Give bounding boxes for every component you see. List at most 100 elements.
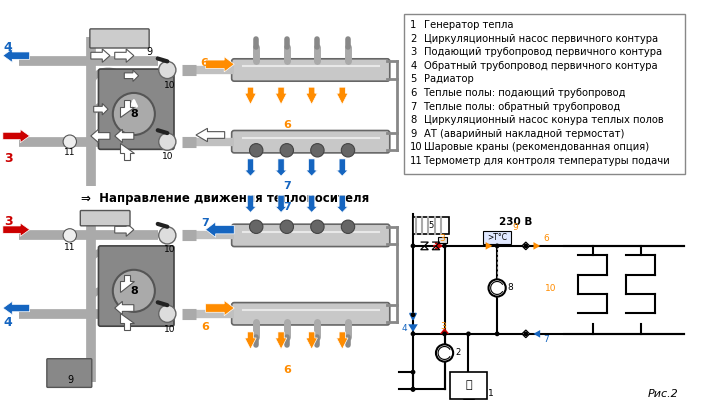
FancyBboxPatch shape [90, 29, 149, 48]
Circle shape [495, 331, 500, 336]
Circle shape [489, 279, 505, 297]
Text: 2: 2 [455, 348, 460, 357]
Polygon shape [91, 49, 110, 62]
Circle shape [113, 270, 155, 312]
Polygon shape [120, 274, 134, 292]
Circle shape [63, 135, 76, 148]
Circle shape [280, 144, 294, 157]
Text: 4: 4 [4, 40, 12, 54]
Polygon shape [408, 324, 418, 332]
Text: 7: 7 [283, 181, 291, 191]
Polygon shape [336, 195, 348, 212]
Text: 8: 8 [410, 115, 416, 125]
Text: 3: 3 [410, 47, 416, 57]
Polygon shape [440, 328, 449, 334]
Polygon shape [275, 87, 287, 104]
Circle shape [250, 144, 263, 157]
Circle shape [495, 243, 500, 248]
Text: 🔥: 🔥 [465, 380, 472, 391]
Text: 3: 3 [4, 215, 12, 227]
Circle shape [410, 387, 415, 392]
Text: 6: 6 [201, 322, 209, 332]
FancyBboxPatch shape [232, 130, 390, 153]
Text: 5: 5 [428, 221, 433, 230]
Polygon shape [522, 242, 530, 250]
Text: 6: 6 [543, 234, 549, 243]
Text: Теплые полы: подающий трубопровод: Теплые полы: подающий трубопровод [423, 88, 626, 98]
Text: 4: 4 [402, 324, 407, 333]
Polygon shape [245, 195, 256, 212]
FancyBboxPatch shape [232, 59, 390, 81]
FancyBboxPatch shape [47, 359, 91, 387]
Circle shape [158, 133, 176, 150]
Polygon shape [245, 332, 256, 349]
Polygon shape [94, 103, 108, 115]
Text: 6: 6 [410, 88, 416, 98]
Polygon shape [114, 129, 134, 143]
FancyBboxPatch shape [81, 211, 130, 226]
FancyBboxPatch shape [405, 13, 685, 174]
Text: Термометр для контроля температуры подачи: Термометр для контроля температуры подач… [423, 156, 670, 166]
Polygon shape [3, 129, 30, 143]
Text: 6: 6 [283, 365, 291, 375]
Circle shape [158, 227, 176, 244]
Polygon shape [306, 195, 318, 212]
Circle shape [158, 61, 176, 79]
Text: 10: 10 [163, 245, 175, 254]
Text: 4: 4 [4, 316, 12, 329]
Polygon shape [120, 143, 134, 160]
Circle shape [436, 344, 453, 362]
Text: 8: 8 [130, 286, 138, 296]
Circle shape [410, 243, 415, 248]
Circle shape [311, 220, 324, 234]
FancyBboxPatch shape [483, 231, 511, 243]
FancyBboxPatch shape [438, 237, 447, 243]
Circle shape [466, 331, 471, 336]
Text: АТ (аварийный накладной термостат): АТ (аварийный накладной термостат) [423, 129, 624, 139]
Polygon shape [245, 159, 256, 176]
Text: 230 В: 230 В [499, 217, 532, 227]
Circle shape [410, 331, 415, 336]
Polygon shape [275, 332, 287, 349]
Text: 3: 3 [441, 322, 446, 331]
Text: 8: 8 [130, 109, 138, 119]
Polygon shape [522, 330, 530, 338]
Circle shape [442, 331, 447, 336]
FancyBboxPatch shape [413, 217, 449, 234]
FancyBboxPatch shape [232, 224, 390, 247]
Text: 3: 3 [440, 234, 446, 243]
Polygon shape [245, 87, 256, 104]
Polygon shape [205, 56, 234, 72]
Polygon shape [3, 301, 30, 315]
Polygon shape [205, 300, 234, 316]
Circle shape [280, 220, 294, 234]
Text: 10: 10 [410, 142, 423, 152]
Text: 10: 10 [545, 284, 557, 293]
Text: 7: 7 [201, 218, 209, 228]
Text: 10: 10 [161, 153, 173, 162]
Text: Теплые полы: обратный трубопровод: Теплые полы: обратный трубопровод [423, 101, 621, 112]
Text: 9: 9 [146, 47, 153, 57]
Text: 9: 9 [410, 129, 416, 139]
Text: 6: 6 [200, 58, 207, 68]
Text: 3: 3 [4, 153, 12, 165]
Circle shape [523, 243, 528, 248]
Text: 10: 10 [163, 81, 175, 90]
Text: 7: 7 [543, 335, 549, 344]
Polygon shape [120, 100, 134, 117]
Text: 7: 7 [283, 202, 291, 212]
Polygon shape [114, 223, 134, 236]
Text: 9: 9 [68, 375, 74, 385]
Polygon shape [3, 49, 30, 62]
Text: Генератор тепла: Генератор тепла [423, 20, 513, 30]
Polygon shape [275, 195, 287, 212]
FancyBboxPatch shape [463, 399, 474, 403]
Polygon shape [336, 87, 348, 104]
Text: Циркуляционный насос конура теплых полов: Циркуляционный насос конура теплых полов [423, 115, 663, 125]
Circle shape [158, 305, 176, 322]
Text: Радиатор: Радиатор [423, 74, 473, 84]
Text: 6: 6 [283, 120, 291, 130]
Polygon shape [120, 313, 134, 330]
FancyBboxPatch shape [99, 246, 174, 326]
Text: 11: 11 [410, 156, 423, 166]
